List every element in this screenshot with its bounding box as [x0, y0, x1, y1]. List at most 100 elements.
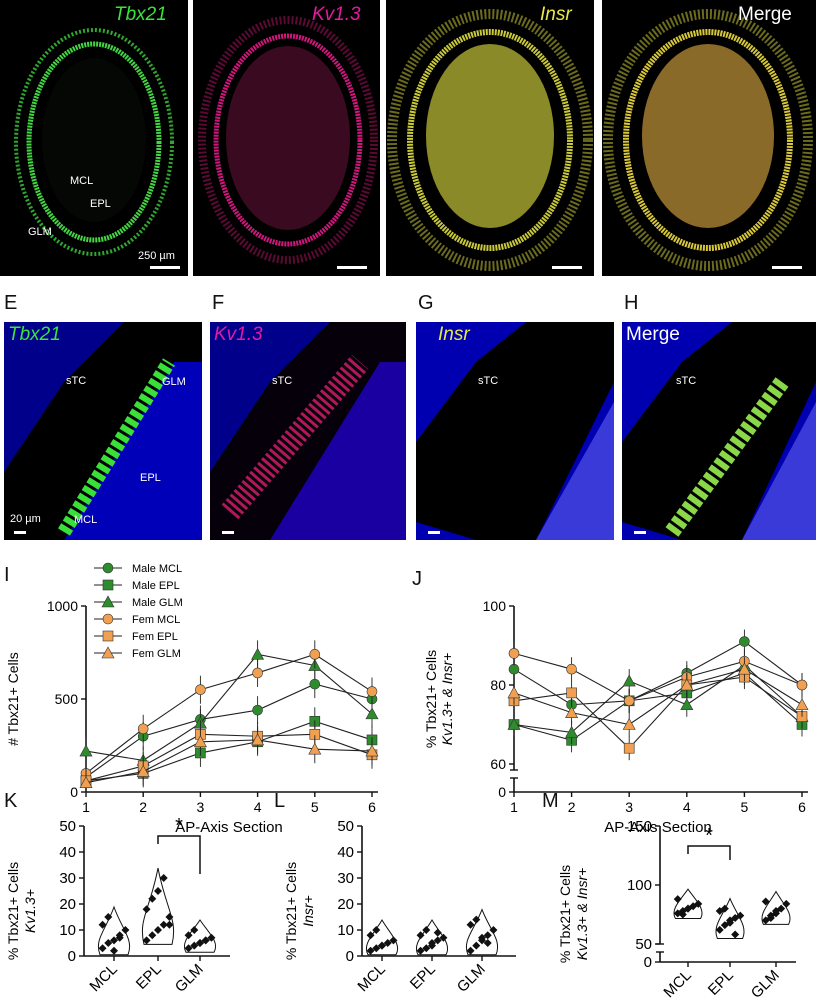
- data-point: [416, 946, 425, 955]
- data-point: [98, 920, 107, 929]
- legend-label: Male GLM: [132, 597, 183, 609]
- y-tick-label: 150: [627, 818, 652, 835]
- data-point: [772, 906, 780, 915]
- data-point: [251, 647, 265, 660]
- data-point: [165, 913, 174, 921]
- label-glm: GLM: [162, 376, 186, 388]
- data-point: [389, 936, 398, 945]
- x-tick-label: 1: [82, 799, 90, 815]
- data-point: [190, 941, 199, 950]
- scale-bar: [150, 266, 180, 269]
- violin-shape: [366, 919, 398, 956]
- x-tick-label: EPL: [133, 961, 165, 993]
- legend-label: Male EPL: [132, 580, 180, 592]
- data-point: [726, 918, 734, 927]
- legend-marker: [102, 562, 114, 574]
- panel-letter-g: G: [418, 292, 434, 314]
- scale-bar: [14, 531, 26, 534]
- data-point: [372, 944, 381, 953]
- legend-label: Fem EPL: [132, 631, 178, 643]
- olfactory-bulb-image: [603, 9, 813, 271]
- y-tick-label: 80: [490, 677, 506, 693]
- data-point: [148, 931, 157, 940]
- y-tick-label: 50: [337, 818, 354, 835]
- data-point: [478, 933, 486, 942]
- x-tick-label: 3: [197, 799, 205, 815]
- series-line: [85, 720, 373, 782]
- micro-panel-e: [4, 322, 202, 540]
- data-point: [472, 915, 481, 924]
- data-point: [678, 910, 687, 919]
- data-point: [739, 636, 750, 647]
- scale-bar: [428, 531, 440, 534]
- data-point: [433, 936, 442, 945]
- data-point: [466, 946, 475, 955]
- label-epl: EPL: [140, 472, 161, 484]
- x-tick-label: 4: [683, 799, 691, 815]
- series-line: [85, 739, 373, 784]
- data-point: [193, 735, 207, 748]
- data-point: [777, 904, 786, 913]
- x-tick-label: 5: [741, 799, 749, 815]
- series-line: [513, 652, 803, 702]
- x-tick-label: 2: [568, 799, 576, 815]
- data-point: [252, 704, 263, 716]
- label-epl: EPL: [90, 198, 111, 210]
- data-point: [201, 936, 210, 945]
- data-point: [566, 663, 577, 675]
- series-line: [513, 672, 803, 741]
- panel-label-insr: Insr: [540, 4, 572, 25]
- label-stc: sTC: [66, 375, 87, 387]
- series-line: [513, 640, 803, 706]
- data-point: [565, 706, 579, 718]
- data-point: [795, 698, 809, 711]
- panel-label-merge: Merge: [738, 4, 792, 25]
- panel-letter-i: I: [4, 564, 10, 586]
- data-point: [252, 667, 263, 679]
- data-point: [796, 679, 808, 691]
- data-point: [190, 926, 199, 934]
- data-point: [673, 909, 682, 918]
- data-point: [766, 914, 775, 923]
- y-tick-label: 1000: [47, 598, 78, 614]
- micro-panel-merge: [602, 0, 816, 276]
- series-line: [85, 653, 373, 761]
- scale-bar: [772, 266, 802, 269]
- y-tick-label: 50: [635, 936, 652, 953]
- data-point: [680, 678, 694, 691]
- data-point: [79, 744, 93, 757]
- scale-bar-label: 250 µm: [138, 250, 175, 262]
- chart-m: 050 100 150 % Tbx21+ Cells Kv1.3+ & Insr+ MCL…: [557, 818, 796, 1002]
- chart-l: 0 10 20 30 40 50 % Tbx21+ Cells Insr+ MCL EPL GLM: [283, 818, 516, 996]
- x-tick-label: 4: [254, 799, 262, 815]
- data-point: [366, 686, 378, 697]
- data-point: [566, 687, 577, 699]
- y-tick-label: 40: [59, 844, 76, 861]
- olfactory-bulb-image: [387, 9, 593, 271]
- data-point: [684, 904, 692, 913]
- data-point: [680, 698, 694, 711]
- series-line: [513, 668, 803, 726]
- y-tick-label: 20: [337, 896, 354, 913]
- data-point: [104, 939, 113, 947]
- olfactory-bulb-image: [198, 16, 378, 264]
- data-point: [508, 648, 520, 659]
- data-point: [737, 662, 751, 675]
- y-axis-title: % Tbx21+ Cells: [557, 865, 573, 963]
- data-point: [736, 911, 745, 920]
- x-tick-label: 6: [798, 799, 806, 815]
- data-point: [207, 933, 216, 942]
- panel-letter-l: L: [274, 790, 286, 812]
- data-point: [622, 717, 636, 730]
- y-axis-title: % Tbx21+ Cells: [283, 862, 299, 960]
- data-point: [507, 686, 521, 699]
- data-point: [472, 941, 481, 950]
- panel-label-kv13: Kv1.3: [312, 4, 361, 25]
- x-tick-label: GLM: [748, 967, 783, 1002]
- legend-marker: [102, 630, 114, 642]
- y-tick-label: 500: [55, 691, 79, 707]
- chart-i: 1 2 3 4 5 6 0 500 1000 AP-Axis Section # Tbx21+ Ce…: [5, 562, 379, 836]
- micro-panel-g: [416, 322, 614, 540]
- data-point: [483, 939, 492, 947]
- x-tick-label: EPL: [705, 967, 737, 999]
